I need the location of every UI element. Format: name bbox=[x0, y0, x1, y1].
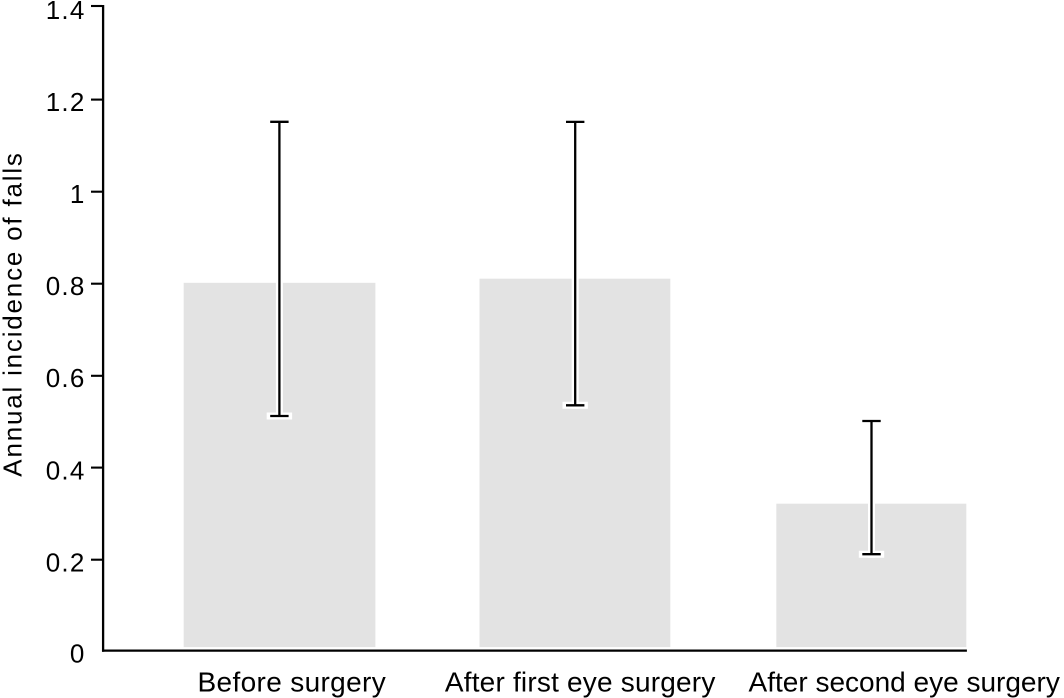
svg-text:After second eye surgery: After second eye surgery bbox=[749, 667, 1060, 698]
svg-text:After first eye surgery: After first eye surgery bbox=[445, 667, 716, 698]
svg-text:1: 1 bbox=[70, 179, 86, 209]
svg-text:0.6: 0.6 bbox=[46, 363, 86, 393]
svg-text:0: 0 bbox=[70, 638, 86, 668]
svg-text:1.4: 1.4 bbox=[46, 0, 86, 25]
svg-text:Annual incidence of falls: Annual incidence of falls bbox=[0, 151, 28, 476]
svg-text:Before surgery: Before surgery bbox=[198, 667, 387, 698]
svg-text:0.4: 0.4 bbox=[46, 455, 86, 485]
svg-text:0.8: 0.8 bbox=[46, 271, 86, 301]
svg-text:0.2: 0.2 bbox=[46, 547, 86, 577]
svg-text:1.2: 1.2 bbox=[46, 87, 86, 117]
